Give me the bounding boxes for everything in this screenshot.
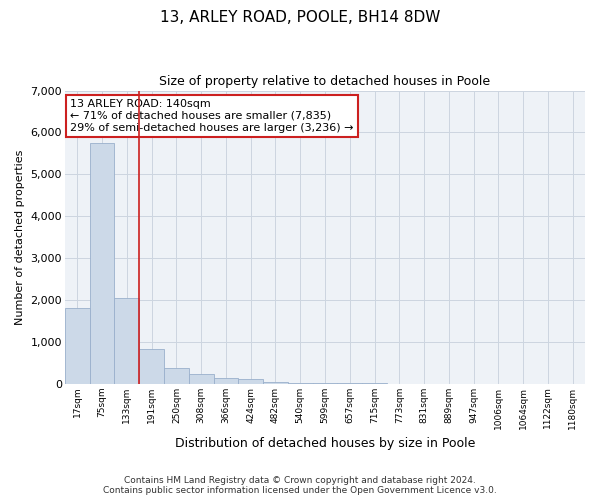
Bar: [189, 374, 214, 384]
Y-axis label: Number of detached properties: Number of detached properties: [15, 150, 25, 325]
Bar: [263, 382, 288, 384]
Bar: [238, 379, 263, 384]
Title: Size of property relative to detached houses in Poole: Size of property relative to detached ho…: [160, 75, 491, 88]
Text: Contains HM Land Registry data © Crown copyright and database right 2024.
Contai: Contains HM Land Registry data © Crown c…: [103, 476, 497, 495]
Bar: [139, 349, 164, 384]
X-axis label: Distribution of detached houses by size in Poole: Distribution of detached houses by size …: [175, 437, 475, 450]
Bar: [90, 143, 115, 384]
Text: 13, ARLEY ROAD, POOLE, BH14 8DW: 13, ARLEY ROAD, POOLE, BH14 8DW: [160, 10, 440, 25]
Text: 13 ARLEY ROAD: 140sqm
← 71% of detached houses are smaller (7,835)
29% of semi-d: 13 ARLEY ROAD: 140sqm ← 71% of detached …: [70, 100, 353, 132]
Bar: [164, 368, 189, 384]
Bar: [313, 383, 337, 384]
Bar: [214, 378, 238, 384]
Bar: [115, 298, 139, 384]
Bar: [337, 383, 362, 384]
Bar: [288, 382, 313, 384]
Bar: [65, 308, 90, 384]
